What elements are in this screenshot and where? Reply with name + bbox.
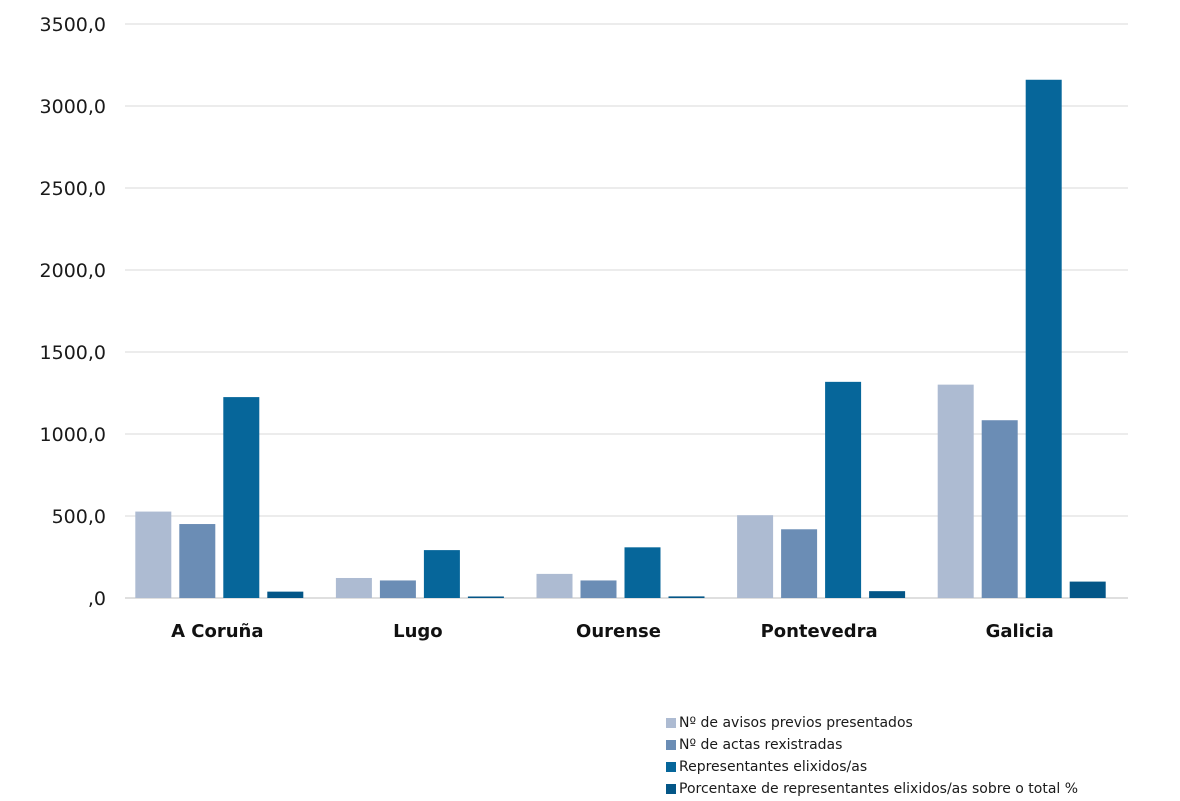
legend-item: Porcentaxe de representantes elixidos/as…: [666, 778, 1078, 800]
legend-label: Nº de actas rexistradas: [679, 737, 843, 753]
bar: [737, 515, 774, 598]
legend-item: Nº de actas rexistradas: [666, 734, 1078, 756]
bar: [423, 550, 460, 598]
bar: [624, 547, 661, 598]
legend-swatch: [666, 762, 676, 772]
legend-label: Porcentaxe de representantes elixidos/as…: [679, 781, 1079, 797]
y-axis-tick-labels: ,0 500,0 1000,0 1500,0 2000,0 2500,0 3000,0 350…: [40, 14, 106, 610]
legend-item: Representantes elixidos/as: [666, 756, 1078, 778]
bar: [1069, 581, 1106, 598]
x-axis-tick-labels: A Coruña Lugo Ourense Pontevedra Galicia: [171, 621, 1054, 642]
bar: [825, 381, 862, 598]
bar: [267, 591, 304, 598]
bar: [668, 596, 705, 598]
y-tick-label: 1500,0: [40, 342, 106, 364]
y-tick-label: 3000,0: [40, 96, 106, 118]
bar: [781, 529, 818, 598]
bar: [1025, 79, 1062, 598]
x-tick-label: A Coruña: [171, 621, 263, 642]
x-tick-label: Galicia: [986, 621, 1054, 642]
bar: [981, 420, 1018, 598]
legend-swatch: [666, 740, 676, 750]
legend-swatch: [666, 784, 676, 794]
grid-lines: [125, 23, 1128, 599]
y-tick-label: 2500,0: [40, 178, 106, 200]
bar: [135, 511, 172, 598]
bar: [869, 591, 906, 598]
y-tick-label: ,0: [88, 588, 106, 610]
y-tick-label: 3500,0: [40, 14, 106, 36]
legend-swatch: [666, 718, 676, 728]
bar: [536, 573, 573, 598]
bars: [135, 79, 1106, 598]
y-tick-label: 500,0: [52, 506, 106, 528]
bar: [937, 384, 974, 598]
y-tick-label: 1000,0: [40, 424, 106, 446]
x-tick-label: Ourense: [576, 621, 661, 642]
legend-label: Nº de avisos previos presentados: [679, 715, 913, 731]
y-tick-label: 2000,0: [40, 260, 106, 282]
bar: [179, 524, 216, 598]
bar: [223, 397, 260, 598]
bar: [580, 580, 617, 598]
legend: Nº de avisos previos presentados Nº de ac…: [666, 712, 1078, 800]
x-tick-label: Lugo: [393, 621, 443, 642]
bar: [335, 577, 372, 598]
bar: [379, 580, 416, 598]
legend-label: Representantes elixidos/as: [679, 759, 868, 775]
legend-item: Nº de avisos previos presentados: [666, 712, 1078, 734]
x-tick-label: Pontevedra: [761, 621, 878, 642]
bar: [467, 596, 504, 598]
